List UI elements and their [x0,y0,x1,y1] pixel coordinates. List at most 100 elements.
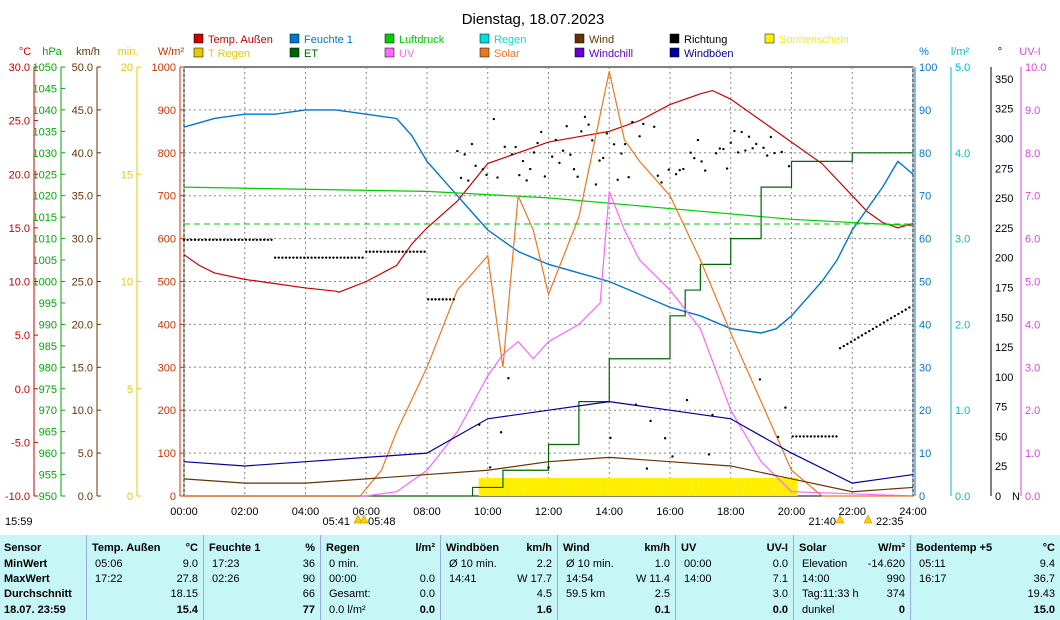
direction-dot [736,151,740,154]
stats-cell-label: 17:22 [95,573,123,585]
sunshine-bar [676,478,684,496]
direction-dot [365,250,368,253]
direction-dot [591,139,594,142]
column-title: UV [681,542,697,554]
stats-cell-value: 4.5 [536,588,552,600]
stats-cell-label: 59.5 km [566,588,606,600]
direction-dot [434,298,437,301]
sunshine-bar [774,478,783,496]
left-tick: 20 [121,62,133,74]
sunshine-bar [660,478,669,496]
right-tick: 70 [919,191,931,203]
stats-cell-label: 14:54 [566,573,594,585]
left-tick: 0 [127,491,133,503]
column-unit: l/m² [415,542,435,554]
sunshine-bar [622,478,631,496]
stats-cell-row: 00:00 0.0 [321,572,441,586]
left-tick: 45.0 [72,105,93,117]
direction-dot [237,238,240,241]
left-tick: 1005 [33,255,57,267]
left-tick: 1025 [33,169,57,181]
left-tick: 1020 [33,191,57,203]
x-tick-3: 06:00 [352,506,380,518]
stats-cell-label: Ø 10 min. [449,558,497,570]
series-line-et [184,152,913,497]
right-tick: 2.0 [955,319,970,331]
stats-cell-value: 7.1 [772,573,788,585]
direction-dot [693,156,696,160]
column-unit: °C [1042,542,1055,554]
stats-column-title: UV UV-I [676,541,794,555]
sunshine-bar [531,478,540,496]
right-tick: 60 [919,234,931,246]
direction-dot [860,334,864,337]
right-tick: 200 [995,253,1013,265]
direction-dot [324,256,328,259]
sunshine-bar [767,478,775,496]
right-tick: 10 [919,448,931,460]
direction-dot [532,151,536,154]
stats-column-title: Feuchte 1% [204,541,321,555]
x-tick-4: 08:00 [413,506,441,518]
right-tick: 1.0 [955,405,970,417]
sunshine-bar [501,478,510,496]
direction-dot [390,250,393,253]
left-tick: 25.0 [72,277,93,289]
direction-dot [401,250,404,253]
right-tick: 275 [995,163,1013,175]
direction-dot [485,173,488,177]
weather-chart: Dienstag, 18.07.2023 00:00 02:00 04:00 06:00… [5,11,1047,528]
series-line-temp-au-en [183,89,914,293]
direction-dot [649,419,652,423]
direction-dot [499,430,503,434]
direction-dot [623,142,627,146]
left-axis-unit-1: hPa [42,46,62,58]
x-tick-6: 12:00 [535,506,563,518]
sunshine-bar [546,478,555,496]
direction-dot [886,319,889,322]
legend-swatch-11 [574,47,585,58]
column-unit: km/h [644,542,670,554]
direction-dot [361,256,364,259]
direction-dot [569,153,572,156]
direction-dot [467,179,470,182]
left-tick: 800 [158,148,176,160]
sunshine-bar [691,478,699,496]
direction-dot [208,238,211,241]
stats-cell-row: 02:26 90 [204,572,321,586]
legend-label-0: Temp. Außen [208,34,273,46]
legend-swatch-12 [669,47,680,58]
left-axis-unit-2: km/h [76,46,100,58]
stats-cell-row: 4.5 [441,587,558,601]
direction-dot [521,159,525,163]
direction-dot [904,308,907,311]
stats-column-5: UV UV-I 00:00 0.0 14:00 7.1 3.0 0.0 [675,535,794,620]
left-tick: 600 [158,234,176,246]
stats-cell-value: 2.2 [536,558,552,570]
column-unit: °C [185,542,198,554]
direction-dot [660,181,663,184]
direction-dot [780,150,783,154]
stats-cell-value: W 17.7 [517,573,552,585]
row-label-current: 18.07. 23:59 [4,604,66,616]
direction-dot [488,466,492,469]
left-tick: 500 [158,277,176,289]
stats-cell-label: 17:23 [212,558,240,570]
direction-dot [335,256,339,259]
direction-dot [554,138,557,142]
direction-dot [408,250,412,253]
direction-dot [751,147,754,150]
left-tick: 5.0 [78,448,93,460]
right-tick: 0 [995,491,1001,503]
right-tick: 40 [919,319,931,331]
direction-dot [773,151,776,155]
right-tick: 0.0 [1025,491,1040,503]
left-tick: 985 [39,341,57,353]
left-tick: 1015 [33,212,57,224]
direction-dot [817,435,820,438]
sunshine-bar [584,478,593,496]
stats-cell-label: 0.0 l/m² [329,604,366,616]
column-title: Solar [799,542,827,554]
direction-dot [583,115,587,119]
direction-dot [456,149,459,153]
